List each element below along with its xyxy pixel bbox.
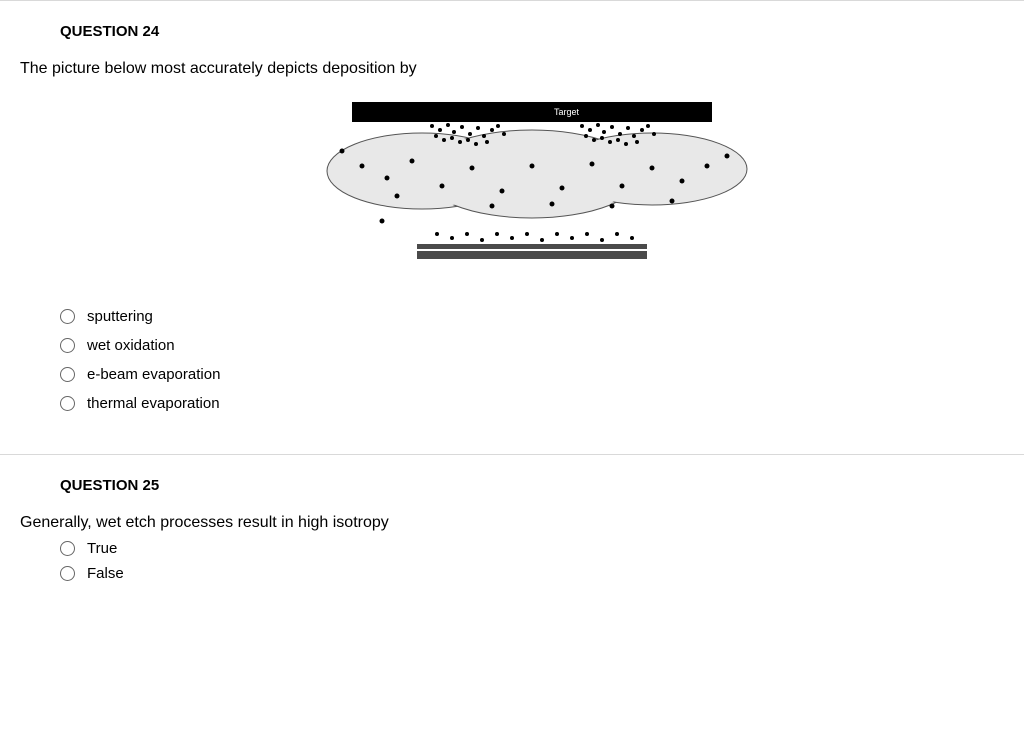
question-figure: Target (60, 96, 1004, 280)
question-24: QUESTION 24 The picture below most accur… (0, 0, 1024, 455)
quiz-page: QUESTION 24 The picture below most accur… (0, 0, 1024, 620)
option-thermal-evaporation[interactable]: thermal evaporation (60, 395, 1004, 412)
question-header: QUESTION 25 (60, 477, 1004, 494)
substrate (417, 244, 647, 259)
target-label: Target (554, 107, 580, 117)
option-label: False (87, 565, 124, 582)
radio-input[interactable] (60, 541, 75, 556)
option-wet-oxidation[interactable]: wet oxidation (60, 337, 1004, 354)
option-label: thermal evaporation (87, 395, 220, 412)
radio-input[interactable] (60, 367, 75, 382)
depositing-particles (435, 232, 634, 242)
option-e-beam-evaporation[interactable]: e-beam evaporation (60, 366, 1004, 383)
option-label: wet oxidation (87, 337, 175, 354)
question-25: QUESTION 25 Generally, wet etch processe… (0, 455, 1024, 620)
question-prompt: The picture below most accurately depict… (20, 60, 1004, 78)
deposition-diagram: Target (292, 96, 772, 280)
option-label: sputtering (87, 308, 153, 325)
question-header: QUESTION 24 (60, 23, 1004, 40)
option-label: True (87, 540, 117, 557)
question-prompt: Generally, wet etch processes result in … (20, 514, 1004, 532)
radio-input[interactable] (60, 396, 75, 411)
option-sputtering[interactable]: sputtering (60, 308, 1004, 325)
option-false[interactable]: False (60, 565, 1004, 582)
option-label: e-beam evaporation (87, 366, 220, 383)
radio-input[interactable] (60, 309, 75, 324)
option-true[interactable]: True (60, 540, 1004, 557)
radio-input[interactable] (60, 566, 75, 581)
radio-input[interactable] (60, 338, 75, 353)
answer-options: True False (60, 540, 1004, 582)
plasma-cloud (327, 130, 747, 218)
answer-options: sputtering wet oxidation e-beam evaporat… (60, 308, 1004, 412)
